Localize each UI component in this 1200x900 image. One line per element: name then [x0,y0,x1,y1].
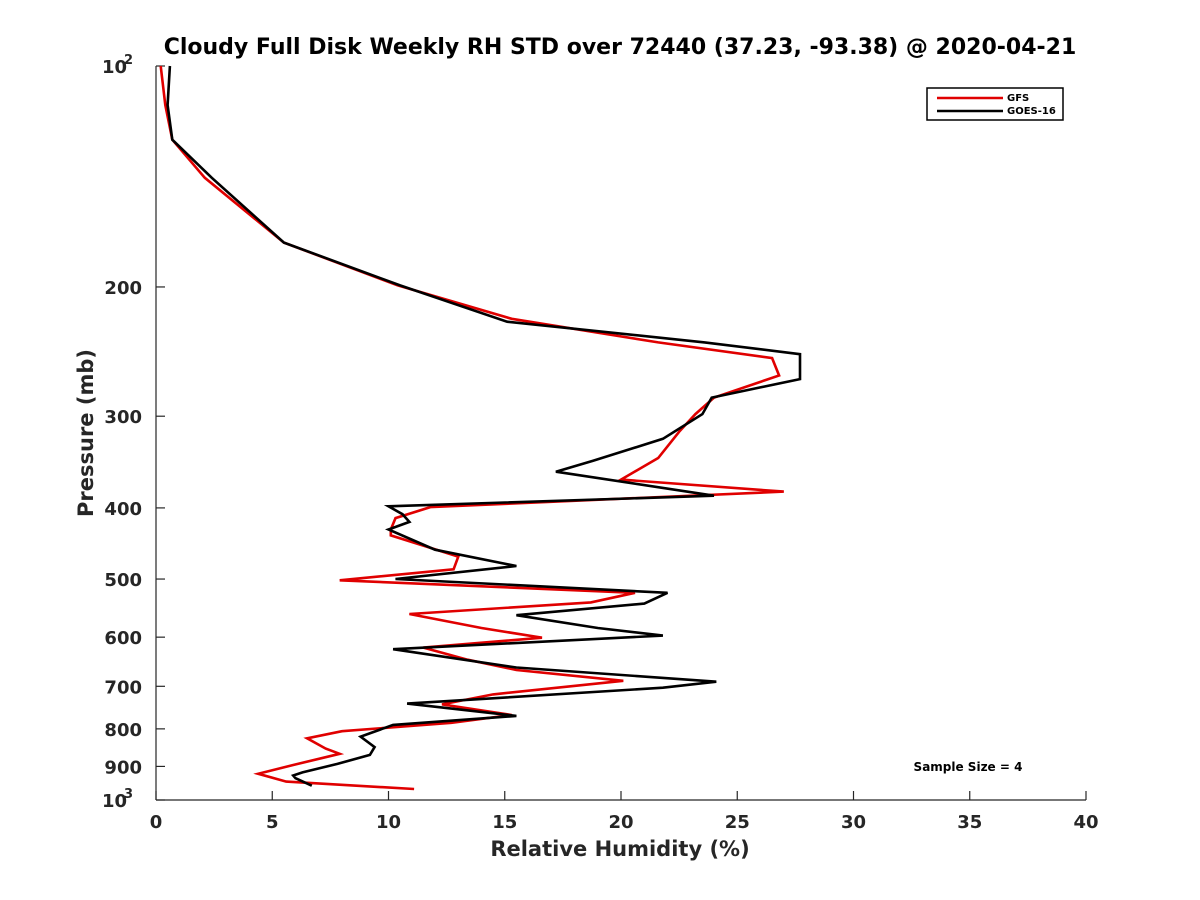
series-line-goes-16 [166,65,802,787]
y-tick-label-exponent: 2 [124,53,133,68]
y-tick-label-base: 10 [102,791,127,812]
x-tick-label: 15 [492,812,517,833]
x-ticks: 0 5 10 15 20 25 30 35 40 [150,791,1099,833]
legend: GFS GOES-16 [926,87,1064,121]
y-tick-label: 300 [104,407,142,428]
y-tick-label: 700 [104,677,142,698]
x-tick-label: 10 [376,812,401,833]
y-tick-label: 800 [104,720,142,741]
x-tick-label: 0 [150,812,163,833]
y-tick-label: 900 [104,757,142,778]
chart-title: Cloudy Full Disk Weekly RH STD over 7244… [164,35,1077,60]
x-tick-label: 25 [725,812,750,833]
series-lines [159,65,802,791]
y-tick-label: 500 [104,570,142,591]
legend-label-goes16: GOES-16 [1007,106,1056,117]
x-tick-label: 5 [266,812,279,833]
series-line-gfs [159,65,784,791]
x-tick-label: 20 [608,812,633,833]
y-tick-label: 400 [104,499,142,520]
legend-label-gfs: GFS [1007,93,1029,104]
x-tick-label: 40 [1073,812,1098,833]
y-tick-label: 600 [104,628,142,649]
y-tick-label-base: 10 [102,57,127,78]
y-tick-label-power: 102 [102,53,133,78]
x-tick-label: 35 [957,812,982,833]
sample-size-annotation: Sample Size = 4 [914,760,1023,774]
y-axis-label: Pressure (mb) [74,349,98,517]
plot-area: 0 5 10 15 20 25 30 35 40 10220030040050060070080… [102,53,1099,833]
legend-box [926,87,1064,121]
y-tick-label: 200 [104,278,142,299]
y-tick-label-power: 103 [102,787,133,812]
x-axis-label: Relative Humidity (%) [490,837,749,861]
y-tick-label-exponent: 3 [124,787,133,802]
x-tick-label: 30 [841,812,866,833]
